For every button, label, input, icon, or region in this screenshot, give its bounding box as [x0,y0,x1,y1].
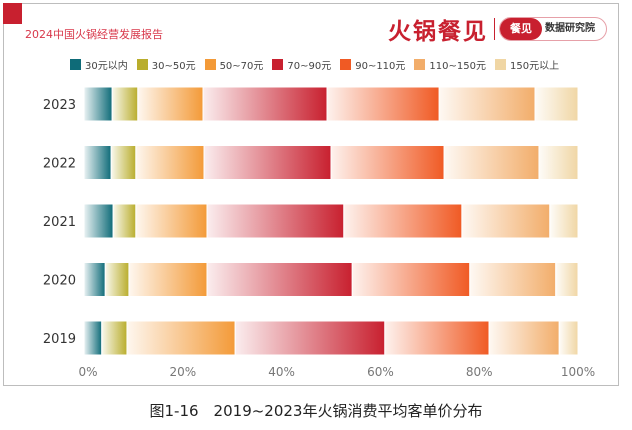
legend-swatch [414,59,426,70]
bar-segment [234,320,386,356]
badge-left: 餐见 [500,18,542,40]
bar-segment [206,262,353,297]
bar-segment [111,86,139,122]
category-label: 2022 [43,157,76,172]
bar-segment [112,203,137,239]
legend-label: 90~110元 [355,61,406,72]
bar-segment [558,320,579,356]
bar-segment [351,262,471,297]
bar-segment [469,262,557,297]
legend-item: 30元以内 [70,57,128,72]
legend-label: 30元以内 [85,61,128,72]
chart-frame [3,3,619,386]
legend-label: 30~50元 [151,61,196,72]
legend-label: 50~70元 [219,61,264,72]
category-label: 2020 [43,274,76,289]
bar-segment [135,145,205,180]
legend-item: 70~90元 [272,57,331,72]
legend-swatch [272,59,284,70]
bar-segment [83,262,106,297]
bar-segment [206,203,345,239]
bar-segment [83,203,114,239]
bar-segment [461,203,551,239]
badge-right: 数据研究院 [545,23,595,34]
bar-segment [549,203,579,239]
bar-segment [438,86,536,122]
legend-swatch [136,59,148,70]
bar-segment [534,86,579,122]
divider [494,18,495,40]
bar-segment [343,203,463,239]
legend-item: 50~70元 [204,57,264,72]
legend-item: 150元以上 [494,57,560,72]
bar-segment [555,262,579,297]
bar-segment [538,145,579,180]
bar-segment [128,262,208,297]
legend-item: 90~110元 [340,57,405,72]
bar-segment [83,86,113,122]
legend-item: 30~50元 [136,57,196,72]
legend-label: 110~150元 [429,61,486,72]
bar-segment [330,145,445,180]
x-tick-label: 0% [78,365,97,379]
category-label: 2019 [43,332,76,347]
bar-segment [83,320,103,356]
category-label: 2021 [43,215,76,230]
corner-mark [3,3,22,24]
bar-segment [126,320,236,356]
legend: 30元以内 30~50元 50~70元 70~90元 90~110元 110~150元 15… [70,57,559,72]
x-tick-label: 100% [561,365,595,379]
legend-item: 110~150元 [414,57,486,72]
bar-segment [110,145,137,180]
legend-swatch [70,59,81,70]
bar-segment [203,145,332,180]
x-tick-label: 80% [466,365,493,379]
bar-segment [443,145,540,180]
x-tick-label: 60% [367,365,394,379]
report-title: 2024中国火锅经营发展报告 [25,28,163,41]
category-label: 2023 [43,98,76,113]
bar-chart: 2023 2022 2021 2020 2019 0% 20% 40% 60% 80% 100% [43,86,595,379]
legend-label: 150元以上 [509,61,560,72]
legend-swatch [494,59,506,70]
brand-badge: 餐见 数据研究院 [499,17,607,41]
x-tick-label: 20% [169,365,196,379]
bar-segment [83,145,112,180]
figure-caption: 图1-16 2019~2023年火锅消费平均客单价分布 [149,402,483,420]
bar-segment [202,86,328,122]
legend-label: 70~90元 [287,61,332,72]
legend-swatch [340,59,352,70]
bar-segment [104,262,130,297]
bar-segment [488,320,560,356]
bar-segment [101,320,128,356]
x-tick-label: 40% [268,365,295,379]
brand-logo: 火锅餐见 [388,19,488,45]
legend-swatch [204,59,216,70]
bar-segment [326,86,440,122]
bar-segment [384,320,490,356]
bar-segment [137,86,204,122]
bar-segment [135,203,208,239]
